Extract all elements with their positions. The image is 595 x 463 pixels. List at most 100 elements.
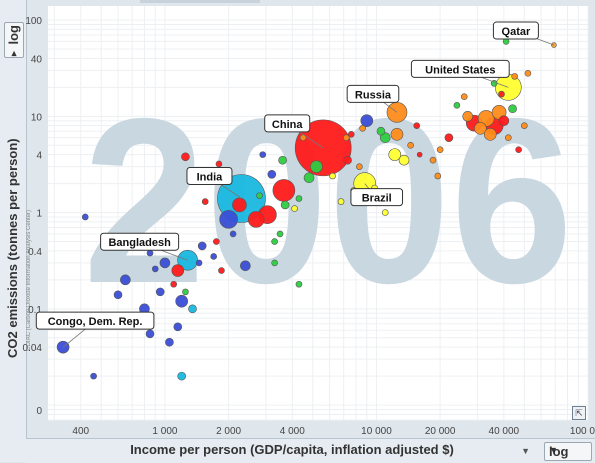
country-bubble[interactable] [272, 179, 296, 202]
country-label: Qatar [492, 21, 555, 46]
country-bubble[interactable] [310, 160, 323, 173]
x-scale-selector[interactable]: log ▼ [544, 442, 592, 461]
country-bubble[interactable] [267, 169, 277, 179]
country-bubble[interactable] [280, 200, 290, 210]
country-bubble[interactable] [388, 148, 402, 161]
country-bubble[interactable] [474, 122, 487, 135]
country-bubble[interactable] [271, 259, 278, 267]
country-bubble[interactable] [247, 211, 265, 228]
y-tick-label: 10 [31, 112, 43, 123]
country-label-text: Brazil [362, 193, 392, 205]
country-bubble[interactable] [256, 192, 263, 199]
x-tick-label: 20 000 [425, 426, 456, 437]
country-bubble[interactable] [381, 209, 389, 216]
country-bubble[interactable] [521, 122, 528, 129]
country-bubble[interactable] [379, 132, 391, 143]
country-bubble[interactable] [460, 93, 468, 100]
country-label: Congo, Dem. Rep. [35, 311, 155, 348]
country-bubble[interactable] [81, 213, 89, 221]
country-bubble[interactable] [337, 198, 345, 205]
country-bubble[interactable] [416, 151, 423, 158]
country-bubble[interactable] [219, 210, 238, 229]
country-bubble[interactable] [271, 238, 278, 245]
country-bubble[interactable] [508, 104, 517, 114]
country-bubble[interactable] [483, 128, 497, 141]
label-box [35, 311, 155, 330]
country-bubble[interactable] [453, 102, 461, 109]
country-bubble[interactable] [181, 152, 190, 162]
country-bubble[interactable] [524, 69, 532, 77]
country-bubble[interactable] [434, 172, 442, 180]
country-bubble[interactable] [498, 115, 510, 127]
x-scale-value: log [549, 444, 569, 459]
country-bubble[interactable] [295, 195, 303, 202]
country-bubble[interactable] [240, 260, 251, 272]
x-tick-label: 40 000 [489, 426, 520, 437]
country-bubble[interactable] [359, 125, 366, 132]
country-bubble[interactable] [213, 238, 220, 245]
country-bubble[interactable] [113, 290, 123, 300]
country-bubble[interactable] [360, 114, 374, 128]
country-bubble[interactable] [462, 111, 474, 122]
country-bubble[interactable] [398, 154, 410, 166]
y-tick-label-zero: 0 [36, 406, 42, 417]
country-bubble[interactable] [195, 259, 203, 267]
country-bubble[interactable] [342, 134, 350, 141]
chevron-down-icon: ▼ [549, 445, 558, 455]
country-bubble[interactable] [444, 133, 454, 142]
country-bubble[interactable] [436, 146, 444, 154]
country-bubble[interactable] [120, 274, 131, 286]
country-bubble[interactable] [376, 126, 386, 136]
top-tab-strip [140, 0, 260, 3]
country-bubble[interactable] [210, 253, 217, 260]
country-bubble[interactable] [146, 249, 154, 257]
country-bubble[interactable] [329, 172, 336, 180]
country-bubble[interactable] [165, 337, 174, 347]
country-bubble[interactable] [295, 280, 303, 288]
country-bubble[interactable] [173, 322, 183, 332]
y-tick-label: 1 [36, 209, 42, 220]
country-bubble[interactable] [390, 128, 404, 141]
country-bubble[interactable] [505, 134, 512, 141]
x-tick-label: 1 000 [152, 426, 177, 437]
country-bubble[interactable] [413, 122, 421, 129]
country-bubble[interactable] [343, 155, 352, 165]
y-scale-selector[interactable]: log ▼ [4, 22, 24, 59]
country-bubble[interactable] [151, 265, 159, 273]
country-bubble[interactable] [498, 90, 505, 98]
country-bubble[interactable] [303, 172, 315, 184]
country-bubble[interactable] [155, 287, 165, 297]
country-bubble[interactable] [232, 197, 247, 213]
country-bubble[interactable] [171, 264, 185, 277]
country-bubble[interactable] [145, 329, 155, 339]
country-bubble[interactable] [170, 280, 177, 288]
country-bubble[interactable] [291, 205, 298, 212]
country-bubble[interactable] [356, 163, 363, 170]
x-axis-label[interactable]: Income per person (GDP/capita, inflation… [50, 440, 534, 460]
country-bubble[interactable] [347, 131, 355, 138]
resize-corner-icon[interactable]: ⇱ [572, 406, 586, 420]
country-bubble[interactable] [201, 198, 209, 205]
country-bubble[interactable] [188, 304, 197, 314]
country-bubble[interactable] [278, 155, 287, 165]
country-bubble[interactable] [182, 288, 189, 296]
country-bubble[interactable] [177, 371, 186, 381]
country-bubble[interactable] [175, 294, 188, 308]
y-axis-label[interactable]: CO2 emissions (tonnes per person) [2, 60, 24, 436]
country-bubbles[interactable] [56, 38, 557, 381]
country-bubble[interactable] [429, 156, 437, 164]
country-bubble[interactable] [159, 257, 171, 269]
country-bubble[interactable] [197, 241, 207, 251]
country-bubble[interactable] [215, 160, 223, 168]
x-tick-label: 100 000 [570, 426, 595, 437]
country-bubble[interactable] [218, 267, 225, 274]
country-bubble[interactable] [407, 141, 414, 149]
country-bubble[interactable] [229, 230, 237, 238]
country-bubble[interactable] [515, 146, 522, 154]
country-bubble[interactable] [276, 230, 284, 238]
x-tick-label: 4 000 [280, 426, 305, 437]
country-bubble[interactable] [90, 372, 97, 380]
country-bubble[interactable] [259, 151, 267, 158]
country-bubble[interactable] [511, 73, 518, 80]
